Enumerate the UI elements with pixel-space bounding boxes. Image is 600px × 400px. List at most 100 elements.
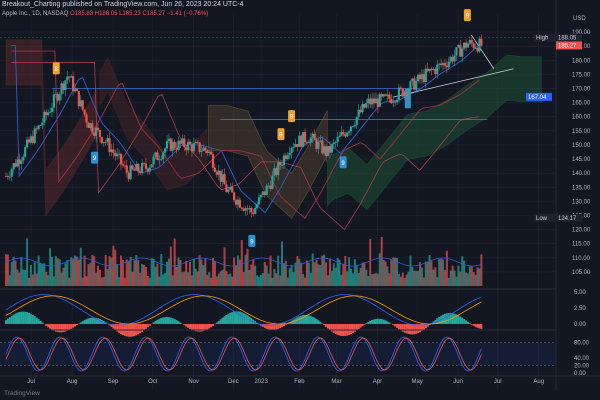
volume-bar (478, 268, 481, 286)
signal-box (463, 9, 471, 22)
volume-bar (52, 276, 55, 286)
volume-bar (369, 238, 372, 286)
candle-body (25, 139, 29, 148)
candle-body (4, 175, 8, 177)
macd-histogram-bar (265, 324, 268, 329)
candle-body (474, 47, 477, 49)
volume-bar (248, 270, 251, 286)
macd-histogram-bar (143, 324, 146, 331)
macd-histogram-bar (284, 324, 287, 325)
macd-histogram-bar (37, 319, 40, 324)
macd-tick-label: 5.00 (574, 290, 586, 296)
macd-histogram-bar (468, 323, 471, 324)
price-axis-bg (556, 0, 600, 400)
volume-bar (39, 262, 42, 286)
macd-histogram-bar (160, 317, 163, 324)
volume-bar (470, 265, 473, 286)
volume-bar (474, 274, 477, 286)
y-tick-label: 175.00 (572, 72, 591, 78)
candle-body (284, 155, 287, 159)
trend-line (470, 34, 495, 70)
macd-histogram-bar (348, 324, 351, 335)
candle-body (438, 63, 441, 65)
candle-body (422, 74, 425, 83)
candle-body (186, 141, 190, 151)
candle-body (292, 147, 295, 148)
volume-bar (213, 261, 216, 286)
candle-body (233, 192, 236, 201)
macd-histogram-bar (277, 324, 280, 329)
candle-body (300, 135, 303, 147)
macd-histogram-bar (288, 322, 291, 324)
macd-histogram-bar (470, 324, 473, 325)
volume-bar (296, 255, 299, 286)
candle-body (269, 185, 272, 189)
volume-bar (323, 254, 326, 286)
candle-body (119, 153, 123, 165)
macd-histogram-bar (242, 313, 245, 324)
macd-histogram-bar (49, 324, 52, 329)
macd-histogram-bar (298, 316, 301, 324)
macd-histogram-bar (315, 318, 318, 324)
macd-histogram-bar (58, 324, 61, 333)
ma-long-line (11, 50, 480, 219)
volume-bar (330, 270, 333, 286)
volume-bar (376, 273, 379, 286)
candle-body (215, 171, 218, 175)
candle-body (8, 176, 11, 178)
macd-histogram-bar (187, 324, 190, 328)
candle-body (424, 68, 427, 83)
macd-histogram-bar (74, 324, 77, 327)
volume-bar (282, 263, 285, 286)
candle-body (250, 208, 253, 213)
candle-body (257, 197, 261, 205)
macd-histogram-bar (405, 324, 408, 334)
macd-histogram-bar (401, 324, 404, 332)
volume-bar (135, 255, 138, 286)
macd-histogram-bar (166, 317, 169, 324)
volume-bar (200, 259, 203, 286)
macd-histogram-bar (62, 324, 65, 333)
volume-bar (102, 276, 105, 286)
macd-histogram-bar (217, 320, 220, 324)
volume-bar (175, 266, 178, 286)
macd-histogram-bar (351, 324, 354, 333)
candle-body (114, 152, 117, 157)
candle-body (158, 159, 161, 161)
macd-histogram-bar (447, 313, 450, 324)
volume-bar (212, 258, 215, 286)
volume-bar (401, 272, 404, 286)
macd-histogram-bar (235, 311, 238, 324)
volume-bar (190, 275, 193, 286)
candle-body (459, 44, 462, 57)
volume-bar (31, 274, 34, 286)
candle-body (430, 68, 433, 71)
macd-histogram-bar (371, 320, 374, 324)
volume-bar (453, 270, 456, 286)
candle-body (457, 44, 460, 48)
volume-bar (348, 257, 351, 286)
volume-bar (465, 272, 468, 286)
candle-body (33, 128, 36, 143)
macd-histogram-bar (175, 320, 178, 324)
volume-bar (407, 271, 410, 286)
macd-histogram-bar (118, 324, 121, 333)
volume-bar (417, 270, 420, 286)
volume-bar (424, 261, 427, 286)
volume-bar (309, 272, 312, 286)
macd-histogram-bar (31, 314, 34, 324)
macd-histogram-bar (309, 315, 312, 324)
volume-bar (244, 254, 247, 286)
ma-200-line (11, 62, 480, 231)
macd-histogram-bar (6, 318, 9, 324)
x-tick-label: May (411, 379, 422, 385)
macd-histogram-bar (219, 319, 222, 324)
y-tick-label: 170.00 (572, 87, 591, 93)
macd-histogram-bar (56, 324, 59, 333)
macd-histogram-bar (465, 320, 468, 324)
price-label-tag: Low 124.17 (534, 213, 582, 222)
volume-bar (373, 273, 376, 286)
macd-histogram-bar (415, 324, 418, 334)
